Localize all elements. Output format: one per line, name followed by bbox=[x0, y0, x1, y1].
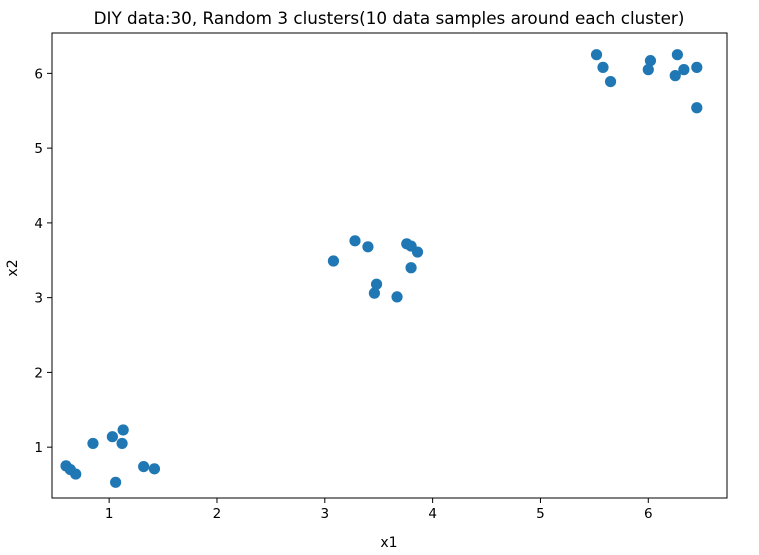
scatter-points bbox=[60, 49, 703, 488]
data-point-9 bbox=[138, 461, 150, 473]
y-tick-label: 3 bbox=[34, 291, 43, 307]
data-point-30 bbox=[691, 102, 703, 114]
y-tick-label: 4 bbox=[34, 216, 43, 232]
data-point-20 bbox=[411, 246, 424, 258]
y-tick-label: 5 bbox=[34, 141, 43, 157]
chart-title: DIY data:30, Random 3 clusters(10 data s… bbox=[94, 8, 685, 28]
data-point-19 bbox=[405, 262, 417, 274]
data-point-3 bbox=[70, 468, 82, 480]
data-point-29 bbox=[691, 61, 703, 73]
x-tick-label: 5 bbox=[536, 506, 545, 522]
x-tick-label: 6 bbox=[644, 506, 653, 522]
data-point-27 bbox=[671, 49, 683, 61]
axes: 1 2 3 4 5 6 1 2 3 4 5 6 bbox=[34, 32, 728, 522]
y-tick-label: 6 bbox=[34, 66, 43, 82]
y-tick-label: 2 bbox=[34, 365, 43, 381]
x-tick-label: 4 bbox=[428, 506, 437, 522]
data-point-6 bbox=[110, 476, 122, 488]
data-point-28 bbox=[678, 64, 690, 76]
plot-frame bbox=[51, 32, 728, 499]
x-tick-label: 2 bbox=[213, 506, 222, 522]
y-axis-label: x2 bbox=[5, 259, 21, 276]
data-point-15 bbox=[370, 278, 383, 290]
data-point-4 bbox=[87, 437, 99, 450]
data-point-14 bbox=[368, 287, 381, 299]
data-point-13 bbox=[362, 241, 374, 253]
data-point-16 bbox=[391, 291, 403, 303]
data-point-23 bbox=[604, 75, 617, 88]
data-point-24 bbox=[642, 64, 654, 76]
data-point-21 bbox=[590, 49, 603, 61]
data-point-22 bbox=[597, 61, 609, 73]
data-point-26 bbox=[669, 70, 681, 82]
data-point-5 bbox=[106, 431, 118, 443]
data-point-7 bbox=[116, 437, 128, 450]
x-tick-label: 3 bbox=[321, 506, 330, 522]
data-point-8 bbox=[117, 424, 129, 436]
x-tick-label: 1 bbox=[105, 506, 114, 522]
y-tick-label: 1 bbox=[34, 440, 43, 456]
data-point-10 bbox=[148, 463, 161, 475]
x-axis-label: x1 bbox=[380, 535, 397, 551]
data-point-11 bbox=[327, 255, 340, 267]
data-point-25 bbox=[644, 55, 657, 67]
data-point-12 bbox=[349, 235, 361, 247]
